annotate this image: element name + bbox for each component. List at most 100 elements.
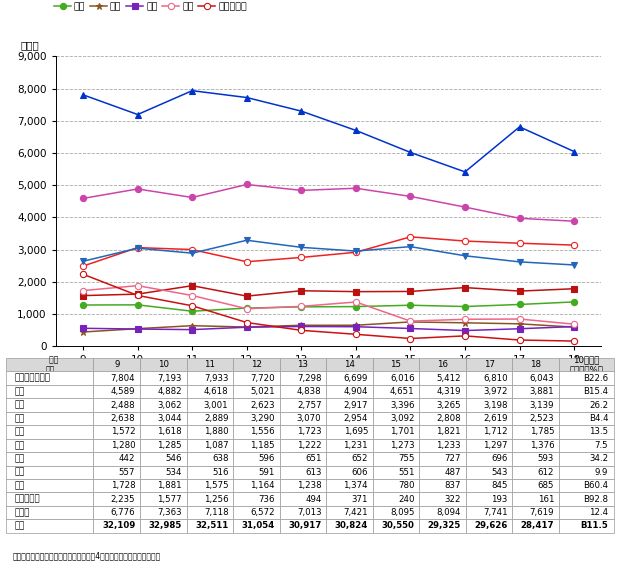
暴行 bbox=[516, 301, 523, 308]
暴行 bbox=[79, 302, 87, 309]
暴行 bbox=[352, 303, 360, 310]
脅迫 bbox=[188, 326, 196, 333]
覚せい剂取締法 bbox=[188, 87, 196, 94]
ノミ行為等 bbox=[407, 335, 414, 342]
暴行 bbox=[134, 301, 141, 308]
覚せい剂取締法 bbox=[461, 168, 469, 175]
恐嗝 bbox=[134, 245, 141, 252]
覚せい剂取締法 bbox=[516, 123, 523, 130]
ノミ行為等 bbox=[79, 271, 87, 278]
覚せい剂取締法 bbox=[243, 94, 250, 101]
詐欺 bbox=[134, 291, 141, 297]
暴行 bbox=[407, 302, 414, 309]
詐欺 bbox=[243, 293, 250, 300]
Line: 賭博: 賭博 bbox=[80, 283, 577, 327]
脅迫 bbox=[407, 325, 414, 332]
詐欺 bbox=[407, 288, 414, 295]
ノミ行為等 bbox=[516, 337, 523, 343]
賭博 bbox=[461, 316, 469, 323]
賭博 bbox=[352, 298, 360, 305]
恐嗝 bbox=[570, 262, 578, 269]
脅迫 bbox=[134, 325, 141, 332]
Line: 脅迫: 脅迫 bbox=[80, 323, 577, 334]
詐欺 bbox=[298, 287, 305, 294]
窃盗 bbox=[570, 242, 578, 248]
脅迫 bbox=[352, 323, 360, 330]
詐欺 bbox=[516, 288, 523, 294]
賭博 bbox=[188, 292, 196, 299]
窃盗 bbox=[352, 249, 360, 256]
暴行 bbox=[188, 308, 196, 315]
賭博 bbox=[243, 305, 250, 312]
Line: 暴行: 暴行 bbox=[80, 299, 577, 314]
窃盗 bbox=[407, 234, 414, 240]
Text: 注：ノミ行為等の欄には、公居堂貭関係4法違反の統計数を計上した。: 注：ノミ行為等の欄には、公居堂貭関係4法違反の統計数を計上した。 bbox=[12, 551, 161, 560]
脅迫 bbox=[243, 324, 250, 330]
Line: ノミ行為等: ノミ行為等 bbox=[80, 271, 577, 344]
ノミ行為等 bbox=[298, 327, 305, 334]
賭博 bbox=[516, 316, 523, 323]
窃盗 bbox=[243, 258, 250, 265]
強盗 bbox=[352, 322, 360, 329]
恐嗝 bbox=[79, 258, 87, 265]
傷害 bbox=[516, 215, 523, 222]
暴行 bbox=[461, 303, 469, 310]
傷害 bbox=[243, 181, 250, 188]
恐嗝 bbox=[516, 258, 523, 265]
傷害 bbox=[352, 185, 360, 191]
強盗 bbox=[298, 322, 305, 329]
詐欺 bbox=[188, 282, 196, 289]
覚せい剂取締法 bbox=[407, 149, 414, 156]
賭博 bbox=[134, 282, 141, 289]
Line: 覚せい剂取締法: 覚せい剂取締法 bbox=[80, 88, 577, 175]
傷害 bbox=[570, 218, 578, 225]
脅迫 bbox=[516, 325, 523, 332]
詐欺 bbox=[79, 292, 87, 299]
脅迫 bbox=[79, 325, 87, 332]
賭博 bbox=[79, 287, 87, 294]
覚せい剂取締法 bbox=[570, 148, 578, 155]
恐嗝 bbox=[298, 244, 305, 251]
Text: （人）: （人） bbox=[20, 41, 39, 51]
脅迫 bbox=[570, 323, 578, 330]
傷害 bbox=[407, 193, 414, 200]
恐嗝 bbox=[188, 250, 196, 257]
ノミ行為等 bbox=[134, 292, 141, 299]
ノミ行為等 bbox=[188, 302, 196, 309]
強盗 bbox=[407, 319, 414, 325]
窃盗 bbox=[516, 240, 523, 247]
恐嗝 bbox=[243, 237, 250, 244]
Line: 強盗: 強盗 bbox=[80, 319, 577, 335]
傷害 bbox=[79, 195, 87, 202]
窃盗 bbox=[134, 244, 141, 251]
覚せい剂取締法 bbox=[134, 111, 141, 118]
覚せい剂取締法 bbox=[79, 91, 87, 98]
覚せい剂取締法 bbox=[352, 127, 360, 134]
傷害 bbox=[461, 204, 469, 211]
強盗 bbox=[188, 322, 196, 329]
恐嗝 bbox=[352, 248, 360, 254]
Line: 詐欺: 詐欺 bbox=[80, 283, 577, 300]
賭博 bbox=[570, 321, 578, 328]
詐欺 bbox=[461, 284, 469, 291]
賭博 bbox=[407, 318, 414, 324]
窃盗 bbox=[79, 263, 87, 270]
覚せい剂取締法 bbox=[298, 108, 305, 114]
強盗 bbox=[243, 324, 250, 330]
暴行 bbox=[298, 303, 305, 310]
傷害 bbox=[188, 194, 196, 201]
ノミ行為等 bbox=[461, 333, 469, 339]
恐嗝 bbox=[407, 243, 414, 250]
強盗 bbox=[79, 329, 87, 336]
詐欺 bbox=[352, 288, 360, 295]
暴行 bbox=[243, 305, 250, 311]
恐嗝 bbox=[461, 252, 469, 259]
強盗 bbox=[461, 319, 469, 326]
強盗 bbox=[570, 324, 578, 330]
Line: 窃盗: 窃盗 bbox=[80, 234, 577, 269]
ノミ行為等 bbox=[570, 338, 578, 345]
Line: 傷害: 傷害 bbox=[80, 181, 577, 224]
窃盗 bbox=[298, 254, 305, 261]
Line: 恐嗝: 恐嗝 bbox=[80, 237, 577, 268]
窃盗 bbox=[461, 238, 469, 244]
